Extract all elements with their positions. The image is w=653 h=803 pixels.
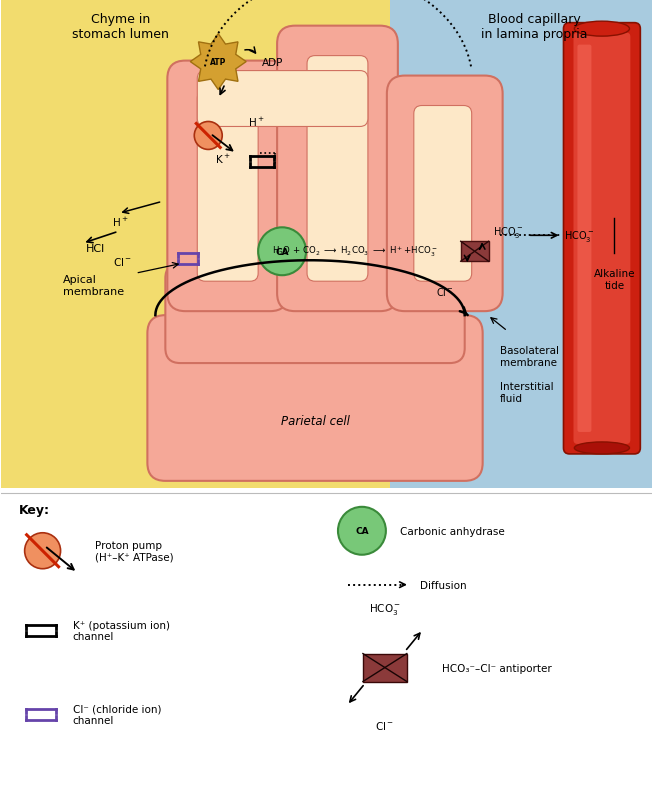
Text: H$_2$O + CO$_2$ $\longrightarrow$ H$_2$CO$_3$ $\longrightarrow$ H$^+$+HCO$_3^-$: H$_2$O + CO$_2$ $\longrightarrow$ H$_2$C… bbox=[272, 245, 438, 259]
Circle shape bbox=[25, 533, 61, 569]
Text: H$^+$: H$^+$ bbox=[248, 116, 265, 128]
Circle shape bbox=[195, 122, 222, 150]
Text: HCO$_3^-$: HCO$_3^-$ bbox=[369, 601, 401, 616]
Bar bbox=[461, 242, 488, 262]
Text: Apical
membrane: Apical membrane bbox=[63, 275, 123, 296]
Text: Interstitial
fluid: Interstitial fluid bbox=[500, 381, 553, 403]
FancyBboxPatch shape bbox=[277, 26, 398, 312]
Text: HCO₃⁻–Cl⁻ antiporter: HCO₃⁻–Cl⁻ antiporter bbox=[441, 662, 552, 673]
Text: Proton pump
(H⁺–K⁺ ATPase): Proton pump (H⁺–K⁺ ATPase) bbox=[95, 540, 174, 562]
Text: Basolateral
membrane: Basolateral membrane bbox=[500, 345, 558, 367]
Text: HCO$_3^-$: HCO$_3^-$ bbox=[564, 229, 595, 243]
FancyBboxPatch shape bbox=[167, 62, 288, 312]
Text: Alkaline
tide: Alkaline tide bbox=[594, 269, 635, 291]
Text: Parietal cell: Parietal cell bbox=[281, 415, 349, 428]
Text: K$^+$: K$^+$ bbox=[215, 153, 231, 165]
FancyBboxPatch shape bbox=[577, 46, 592, 432]
Bar bbox=[363, 654, 407, 682]
Text: Blood capillary
in lamina propria: Blood capillary in lamina propria bbox=[481, 13, 588, 41]
FancyBboxPatch shape bbox=[573, 34, 630, 444]
Text: HCO$_3^-$: HCO$_3^-$ bbox=[492, 225, 523, 239]
FancyBboxPatch shape bbox=[148, 316, 483, 481]
Polygon shape bbox=[1, 493, 652, 802]
Text: K⁺ (potassium ion)
channel: K⁺ (potassium ion) channel bbox=[72, 620, 170, 642]
Text: Key:: Key: bbox=[19, 503, 50, 516]
Polygon shape bbox=[1, 1, 390, 488]
FancyBboxPatch shape bbox=[307, 56, 368, 282]
Circle shape bbox=[258, 228, 306, 276]
FancyBboxPatch shape bbox=[197, 92, 258, 282]
Text: Carbonic anhydrase: Carbonic anhydrase bbox=[400, 526, 505, 536]
FancyBboxPatch shape bbox=[165, 264, 465, 364]
Text: Cl⁻ (chloride ion)
channel: Cl⁻ (chloride ion) channel bbox=[72, 703, 161, 725]
FancyBboxPatch shape bbox=[387, 76, 503, 312]
Ellipse shape bbox=[575, 22, 629, 37]
Ellipse shape bbox=[575, 442, 629, 454]
Polygon shape bbox=[190, 35, 246, 91]
Text: Chyme in
stomach lumen: Chyme in stomach lumen bbox=[72, 13, 169, 41]
Text: Diffusion: Diffusion bbox=[420, 580, 466, 590]
Text: ADP: ADP bbox=[262, 58, 283, 67]
FancyBboxPatch shape bbox=[564, 23, 641, 454]
Text: CA: CA bbox=[355, 527, 369, 536]
Text: HCl: HCl bbox=[86, 244, 104, 254]
Polygon shape bbox=[390, 1, 652, 488]
FancyBboxPatch shape bbox=[414, 106, 471, 282]
Text: ATP: ATP bbox=[210, 58, 227, 67]
Text: Cl$^-$: Cl$^-$ bbox=[436, 286, 454, 298]
Text: H$^+$: H$^+$ bbox=[112, 215, 129, 229]
Text: Cl$^-$: Cl$^-$ bbox=[114, 256, 133, 268]
Text: CA: CA bbox=[276, 247, 289, 256]
Circle shape bbox=[338, 507, 386, 555]
Text: Cl$^-$: Cl$^-$ bbox=[375, 719, 394, 732]
FancyBboxPatch shape bbox=[197, 71, 368, 128]
